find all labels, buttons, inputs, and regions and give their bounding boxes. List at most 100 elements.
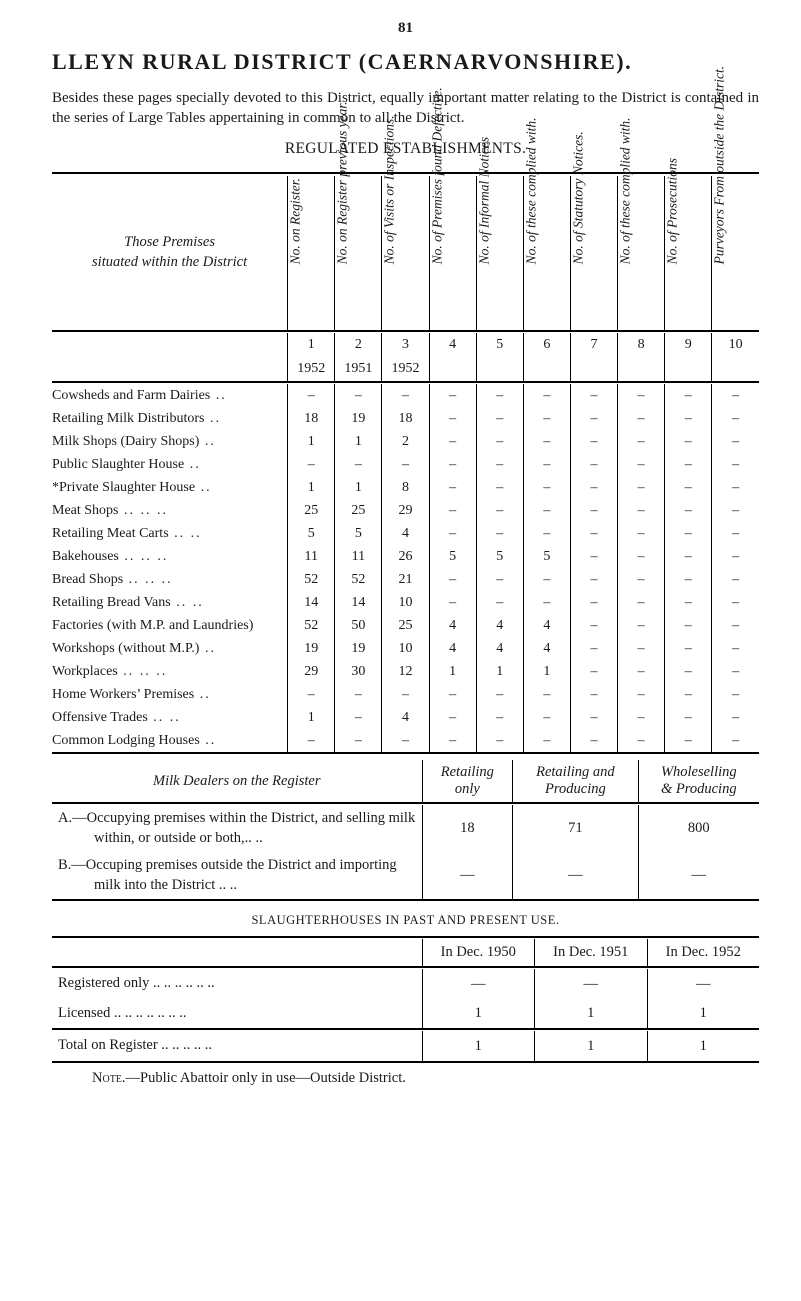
row-label: Registered only .. .. .. .. .. ..	[52, 969, 422, 999]
row-label: Home Workers’ Premises ..	[52, 683, 288, 706]
cell: 4	[476, 637, 523, 660]
cell: –	[570, 591, 617, 614]
cell: –	[570, 545, 617, 568]
cell: 4	[382, 522, 429, 545]
cell: 1	[476, 660, 523, 683]
cell: 1	[288, 476, 335, 499]
cell: –	[476, 729, 523, 753]
cell: –	[523, 407, 570, 430]
cell: –	[712, 499, 759, 522]
cell: —	[535, 969, 648, 999]
cell: –	[618, 683, 665, 706]
table-row: Registered only .. .. .. .. .. ..———	[52, 969, 759, 999]
cell: –	[570, 453, 617, 476]
cell: –	[618, 522, 665, 545]
row-label: Common Lodging Houses ..	[52, 729, 288, 753]
table-row: Public Slaughter House ..––––––––––	[52, 453, 759, 476]
slaughter-table: In Dec. 1950 In Dec. 1951 In Dec. 1952 R…	[52, 936, 759, 1064]
cell: –	[712, 568, 759, 591]
milk-table: Milk Dealers on the Register Retailing o…	[52, 760, 759, 903]
cell: –	[382, 729, 429, 753]
cell: 2	[382, 430, 429, 453]
col-year: 1952	[288, 357, 335, 382]
cell: –	[665, 476, 712, 499]
sl-col-header: In Dec. 1951	[535, 939, 648, 967]
cell: –	[712, 407, 759, 430]
row-label: Workplaces .. .. ..	[52, 660, 288, 683]
row-label: Cowsheds and Farm Dairies ..	[52, 384, 288, 407]
cell: –	[712, 384, 759, 407]
milk-row-a: A.—Occupying premises within the Distric…	[58, 809, 416, 848]
cell: –	[523, 430, 570, 453]
col-num: 9	[665, 333, 712, 357]
cell: –	[618, 499, 665, 522]
cell: 30	[335, 660, 382, 683]
cell: 52	[288, 568, 335, 591]
cell: –	[570, 476, 617, 499]
row-label: Factories (with M.P. and Laundries)	[52, 614, 288, 637]
col-header: No. on Register previous year.	[336, 242, 351, 264]
cell: 10	[382, 591, 429, 614]
cell: –	[523, 453, 570, 476]
col-num: 6	[523, 333, 570, 357]
cell: –	[570, 522, 617, 545]
milk-col-header: Wholeselling & Producing	[638, 760, 759, 803]
cell: –	[429, 499, 476, 522]
cell: 14	[335, 591, 382, 614]
col-header: No. on Register.	[289, 242, 304, 264]
cell: –	[712, 729, 759, 753]
col-header: No. of these complied with.	[524, 242, 539, 264]
cell: –	[712, 453, 759, 476]
milk-val: 18	[422, 805, 513, 852]
cell: –	[665, 729, 712, 753]
cell: –	[429, 407, 476, 430]
cell: 4	[382, 706, 429, 729]
table-row: Workshops (without M.P.) ..191910444––––	[52, 637, 759, 660]
cell: –	[618, 591, 665, 614]
row-label: Meat Shops .. .. ..	[52, 499, 288, 522]
cell: –	[712, 476, 759, 499]
sl-total-val: 1	[422, 1031, 535, 1062]
cell: 1	[335, 430, 382, 453]
table-row: Factories (with M.P. and Laundries)52502…	[52, 614, 759, 637]
cell: –	[476, 706, 523, 729]
cell: –	[476, 683, 523, 706]
col-num: 2	[335, 333, 382, 357]
regulated-heading: REGULATED ESTABLISHMENTS.	[52, 140, 759, 158]
sl-col-header: In Dec. 1950	[422, 939, 535, 967]
cell: –	[429, 430, 476, 453]
cell: –	[712, 637, 759, 660]
row-label: Public Slaughter House ..	[52, 453, 288, 476]
cell: –	[335, 384, 382, 407]
cell: –	[712, 591, 759, 614]
col-header: No. of Premises found Defective.	[430, 242, 445, 264]
cell: –	[665, 706, 712, 729]
cell: –	[665, 545, 712, 568]
col-header: No. of Statutory Notices.	[571, 242, 586, 264]
cell: 19	[335, 407, 382, 430]
cell: –	[570, 660, 617, 683]
footnote-rest: —Public Abattoir only in use—Outside Dis…	[126, 1070, 406, 1086]
cell: –	[665, 660, 712, 683]
milk-val: —	[422, 852, 513, 900]
milk-val: —	[638, 852, 759, 900]
table-row: Retailing Meat Carts .. ..554–––––––	[52, 522, 759, 545]
cell: –	[476, 476, 523, 499]
cell: –	[382, 453, 429, 476]
table-row: Retailing Bread Vans .. ..141410–––––––	[52, 591, 759, 614]
col-num: 7	[570, 333, 617, 357]
table-row: Common Lodging Houses ..––––––––––	[52, 729, 759, 753]
cell: 26	[382, 545, 429, 568]
table-row: Home Workers’ Premises ..––––––––––	[52, 683, 759, 706]
cell: –	[570, 729, 617, 753]
cell: –	[476, 568, 523, 591]
cell: –	[712, 614, 759, 637]
row-label: Milk Shops (Dairy Shops) ..	[52, 430, 288, 453]
cell: –	[618, 637, 665, 660]
cell: –	[523, 591, 570, 614]
row-stub-heading-l1: Those Premises	[124, 234, 215, 250]
cell: –	[570, 407, 617, 430]
row-label: Bakehouses .. .. ..	[52, 545, 288, 568]
sl-total-val: 1	[535, 1031, 648, 1062]
cell: –	[476, 522, 523, 545]
